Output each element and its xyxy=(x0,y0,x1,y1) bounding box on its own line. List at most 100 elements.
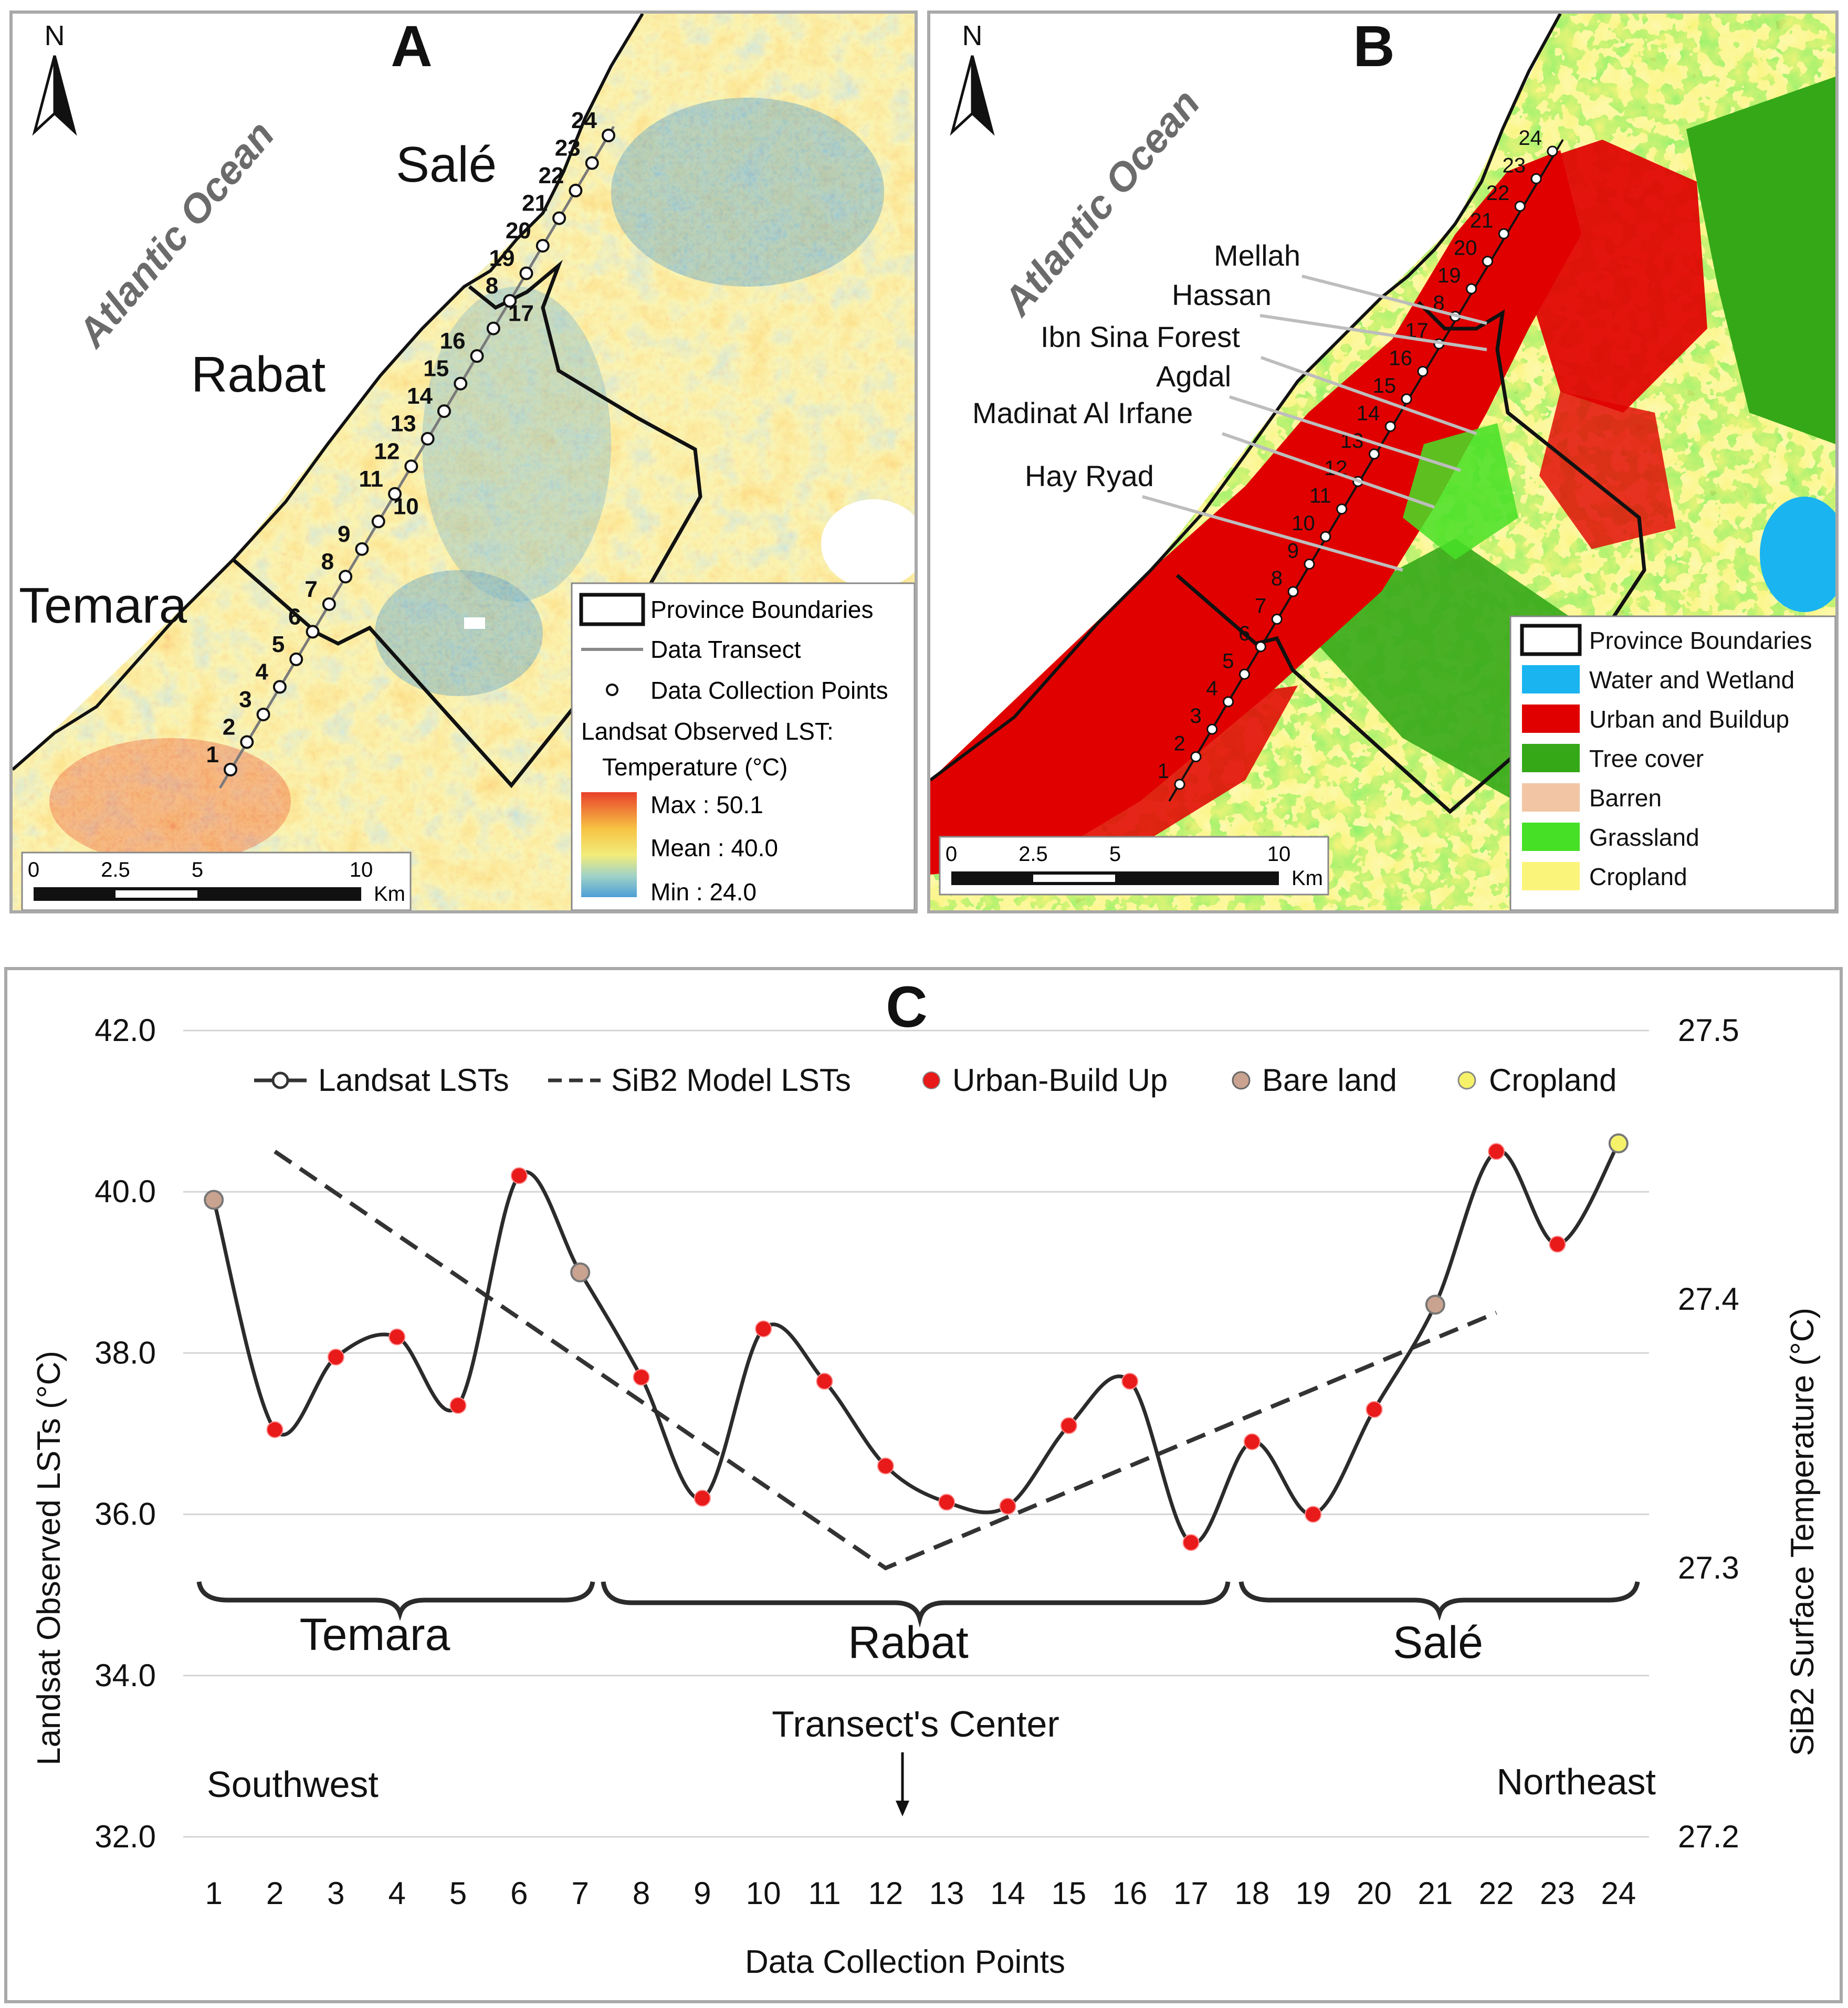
transect-point-label: 2 xyxy=(223,714,235,740)
province-swatch xyxy=(579,593,645,626)
center-arrow-icon xyxy=(896,1752,909,1816)
scale-b-tick-1: 2.5 xyxy=(1018,843,1048,866)
panel-b-landcover-map: 1 2 3 4 5 6 7 8 9 10 11 12 13 14 15 16 17 8 19 20 21 22 23 24 N… xyxy=(927,10,1839,913)
transect-point-b xyxy=(1223,696,1234,708)
y2-tick-label: 27.5 xyxy=(1678,1013,1739,1048)
landcover-swatch xyxy=(1522,665,1580,693)
neighborhood-leader xyxy=(1301,275,1487,325)
transect-point-label: 9 xyxy=(338,521,350,547)
lst-point-urban xyxy=(1305,1506,1322,1523)
lst-point-urban xyxy=(938,1494,956,1511)
lst-point-urban xyxy=(816,1373,833,1390)
y2-tick-label: 27.3 xyxy=(1678,1550,1739,1585)
lst-point-urban xyxy=(510,1167,528,1184)
x-tick-label: 9 xyxy=(694,1876,711,1911)
direction-southwest: Southwest xyxy=(207,1764,379,1805)
transect-point xyxy=(486,321,500,335)
chart-legend: Landsat LSTs SiB2 Model LSTs Urban-Build… xyxy=(254,1063,1617,1098)
x-tick-label: 21 xyxy=(1418,1876,1453,1911)
lst-point-urban xyxy=(633,1369,650,1386)
legend-landsat: Landsat LSTs xyxy=(318,1063,509,1098)
lst-point-urban xyxy=(327,1349,344,1366)
transect-point-label-b: 10 xyxy=(1292,512,1315,535)
transect-point-label-b: 7 xyxy=(1255,594,1266,617)
transect-point-b xyxy=(1401,393,1412,405)
lst-point-bare xyxy=(570,1262,591,1282)
urban-legend-marker xyxy=(922,1071,940,1089)
x-tick-label: 8 xyxy=(633,1876,650,1911)
scale-tick-0: 0 xyxy=(28,858,39,881)
transect-point xyxy=(256,707,270,721)
transect-point-label-b: 21 xyxy=(1470,209,1494,232)
transect-point xyxy=(339,570,353,584)
transect-point-label: 19 xyxy=(489,246,515,271)
direction-northeast: Northeast xyxy=(1497,1761,1656,1802)
transect-point-b xyxy=(1190,751,1202,763)
neighborhood-label: Hay Ryad xyxy=(1025,459,1154,492)
x-tick-label: 1 xyxy=(205,1876,222,1911)
y2-axis-label: SiB2 Surface Temperature (°C) xyxy=(1784,1308,1821,1756)
lst-point-urban xyxy=(266,1421,284,1438)
region-braces xyxy=(196,1581,1640,1628)
lst-point-urban xyxy=(877,1457,894,1475)
landsat-markers xyxy=(204,1133,1629,1551)
scale-b-tick-2: 5 xyxy=(1109,843,1121,866)
landcover-legend-label: Province Boundaries xyxy=(1589,627,1812,654)
transect-point-b xyxy=(1174,779,1185,790)
lst-point-urban xyxy=(1243,1433,1261,1450)
x-tick-label: 4 xyxy=(388,1876,405,1911)
y2-axis-ticks: 27.2 27.3 27.4 27.5 xyxy=(1678,1013,1739,1854)
chart-gridlines xyxy=(183,1029,1649,1838)
scale-b-tick-0: 0 xyxy=(946,843,957,866)
transect-point xyxy=(322,597,336,611)
scale-unit: Km xyxy=(374,882,405,906)
transect-point-label: 10 xyxy=(393,493,419,519)
x-tick-label: 23 xyxy=(1540,1876,1575,1911)
y-tick-label: 32.0 xyxy=(94,1819,156,1854)
y2-tick-label: 27.4 xyxy=(1678,1281,1739,1317)
lst-point-urban xyxy=(1366,1401,1383,1418)
scale-bar: 0 2.5 5 10 Km xyxy=(21,851,412,910)
crop-legend-marker xyxy=(1457,1071,1476,1090)
scale-bar-b: 0 2.5 5 10 Km xyxy=(939,836,1329,896)
region-sale: Salé xyxy=(1393,1617,1483,1668)
transect-point-label: 4 xyxy=(255,659,268,685)
lst-point-bare xyxy=(204,1190,224,1210)
transect-point-b xyxy=(1255,641,1266,653)
transect-point xyxy=(421,432,435,446)
x-tick-label: 11 xyxy=(808,1876,841,1911)
transect-point-label: 16 xyxy=(440,328,466,354)
lst-point-urban xyxy=(388,1328,406,1345)
transect-points xyxy=(224,129,615,776)
x-tick-label: 16 xyxy=(1112,1876,1148,1911)
transect-point xyxy=(536,239,550,253)
x-tick-label: 24 xyxy=(1601,1876,1636,1911)
legend-points: Data Collection Points xyxy=(650,677,888,704)
lst-point-crop xyxy=(1608,1133,1629,1154)
transect-point-b xyxy=(1498,228,1509,239)
landcover-legend-label: Water and Wetland xyxy=(1589,666,1794,693)
transect-point xyxy=(552,211,566,225)
lst-point-urban xyxy=(755,1320,772,1338)
panel-c-chart: 32.0 34.0 36.0 38.0 40.0 42.0 27.2 27.3 27.4 27.… xyxy=(4,967,1843,2003)
transect-point-label: 17 xyxy=(508,301,534,327)
neighborhood-leader xyxy=(1229,395,1461,472)
landcover-legend-label: Grassland xyxy=(1589,824,1699,851)
sib2-model-line xyxy=(274,1150,1497,1571)
x-tick-label: 5 xyxy=(449,1876,467,1911)
transect-point-b xyxy=(1336,503,1348,515)
transect-point-label: 23 xyxy=(555,135,581,161)
transect-point-b xyxy=(1547,145,1558,157)
transect-point-label: 15 xyxy=(423,356,449,382)
transect-point-label-b: 24 xyxy=(1519,127,1542,150)
transect-point-label-b: 5 xyxy=(1222,649,1234,672)
north-label-b: N xyxy=(962,20,983,51)
transect-point-label-b: 14 xyxy=(1357,402,1380,425)
transect-point-label-b: 16 xyxy=(1389,346,1413,370)
panel-b-letter: B xyxy=(1353,14,1394,79)
scale-tick-2: 5 xyxy=(192,858,203,881)
x-tick-label: 19 xyxy=(1296,1876,1331,1911)
